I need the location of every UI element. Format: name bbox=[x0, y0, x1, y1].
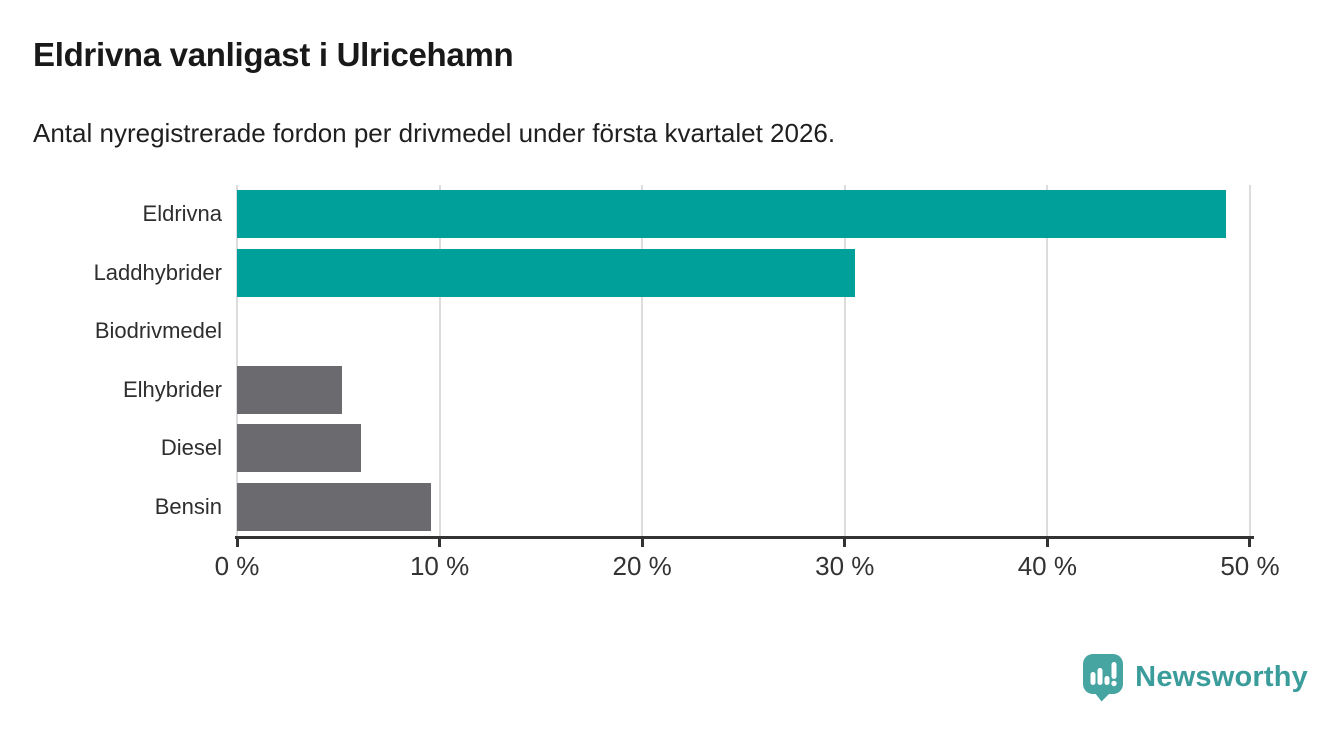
gridline bbox=[1248, 185, 1251, 536]
bar-chart: Eldrivna Laddhybrider Biodrivmedel Elhybrid… bbox=[0, 185, 1340, 605]
category-labels: Eldrivna Laddhybrider Biodrivmedel Elhybrid… bbox=[0, 185, 222, 536]
category-label: Diesel bbox=[160, 435, 222, 461]
newsworthy-logo-text: Newsworthy bbox=[1135, 661, 1308, 693]
bar-elhybrider bbox=[237, 365, 343, 414]
x-axis-tick-mark bbox=[1045, 536, 1049, 547]
x-axis-tick-label: 40 % bbox=[1017, 551, 1077, 581]
bar-row bbox=[237, 244, 1253, 303]
bar-eldrivna bbox=[237, 190, 1226, 239]
bar-row bbox=[237, 361, 1253, 420]
bar-bensin bbox=[237, 482, 432, 531]
x-axis-line bbox=[235, 536, 1254, 539]
bar-diesel bbox=[237, 424, 361, 473]
chart-subtitle: Antal nyregistrerade fordon per drivmede… bbox=[33, 118, 836, 148]
x-axis-tick-mark bbox=[640, 536, 644, 547]
gridline bbox=[641, 185, 644, 536]
x-axis-tick-mark bbox=[235, 536, 239, 547]
gridline bbox=[843, 185, 846, 536]
x-axis-tick-label: 20 % bbox=[612, 551, 672, 581]
bar-laddhybrider bbox=[237, 248, 855, 297]
category-label: Elhybrider bbox=[122, 376, 222, 402]
bar-rows bbox=[237, 185, 1253, 536]
bar-row bbox=[237, 419, 1253, 478]
bar-row bbox=[237, 185, 1253, 244]
category-label: Laddhybrider bbox=[93, 259, 222, 285]
newsworthy-logo-icon bbox=[1083, 654, 1124, 702]
x-axis-tick-label: 50 % bbox=[1220, 551, 1280, 581]
bar-row bbox=[237, 478, 1253, 537]
plot-area: 0 % 10 % 20 % 30 % 40 % 50 % bbox=[215, 185, 1280, 581]
category-label: Eldrivna bbox=[142, 201, 222, 227]
chart-title: Eldrivna vanligast i Ulricehamn bbox=[33, 36, 514, 73]
x-axis-tick-label: 0 % bbox=[214, 551, 260, 581]
category-label: Biodrivmedel bbox=[94, 318, 222, 344]
newsworthy-logo: Newsworthy bbox=[1082, 653, 1308, 702]
gridline bbox=[1046, 185, 1049, 536]
gridline bbox=[438, 185, 441, 536]
gridline bbox=[236, 185, 238, 536]
x-axis-tick-mark bbox=[1248, 536, 1252, 547]
x-axis-tick-mark bbox=[843, 536, 847, 547]
x-axis-tick-label: 10 % bbox=[409, 551, 470, 581]
bar-row bbox=[237, 302, 1253, 361]
x-axis-tick-label: 30 % bbox=[815, 551, 875, 581]
x-axis-tick-mark bbox=[438, 536, 442, 547]
category-label: Bensin bbox=[154, 493, 222, 519]
